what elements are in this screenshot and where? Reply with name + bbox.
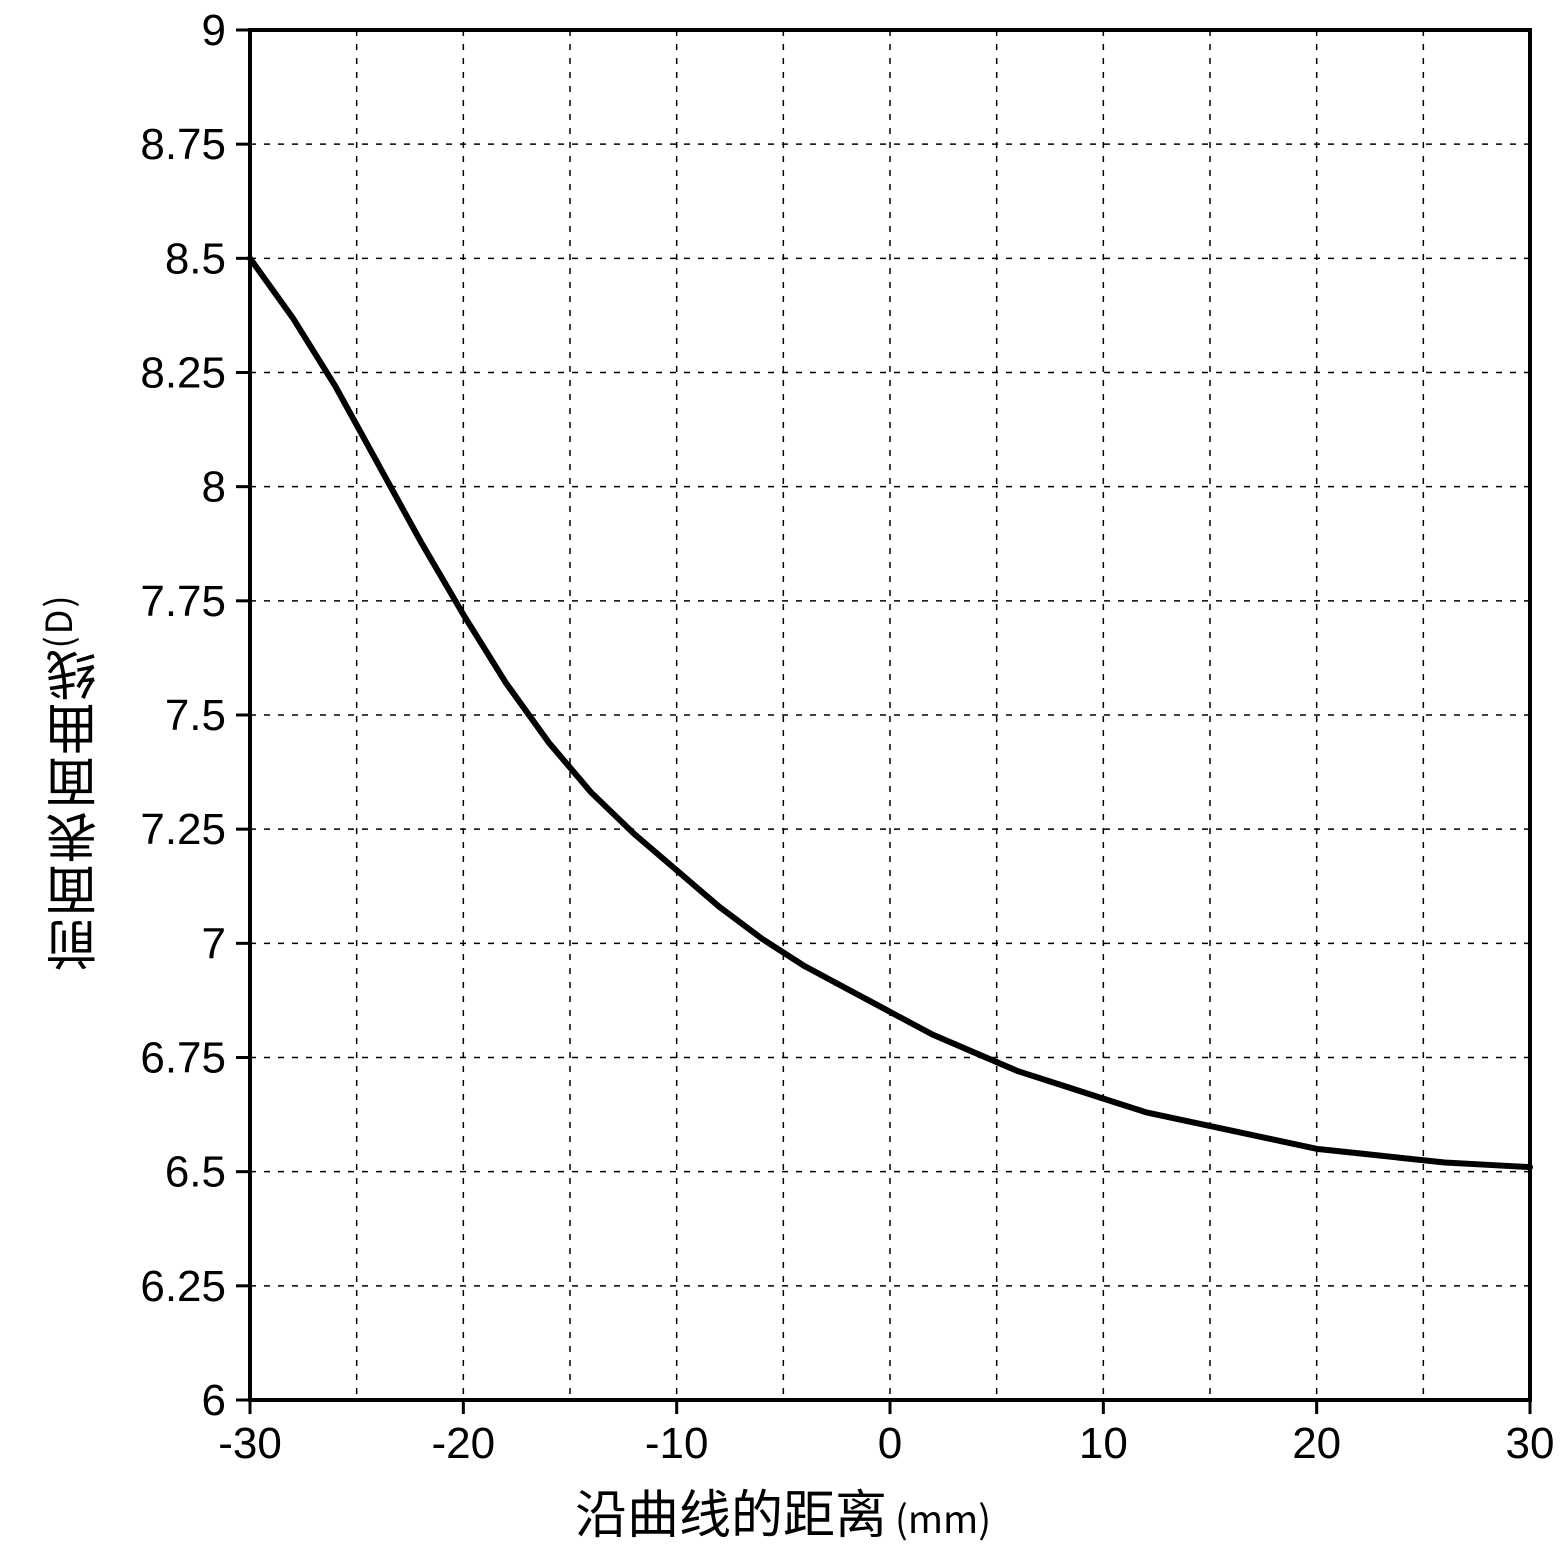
y-tick-label: 9 xyxy=(202,6,226,55)
y-axis-label-text: 前面表面曲线 xyxy=(34,647,109,971)
y-axis-label-unit: (D) xyxy=(32,593,84,648)
y-tick-label: 7.5 xyxy=(165,691,226,740)
y-tick-label: 6.75 xyxy=(140,1034,226,1083)
x-tick-label: -20 xyxy=(432,1419,496,1468)
y-tick-label: 6.5 xyxy=(165,1148,226,1197)
line-chart: -30 -20 -10 0 10 20 30 6 6.25 6.5 6.75 7 7.25 7.5 7.75… xyxy=(0,0,1566,1566)
x-tick-label: 10 xyxy=(1079,1419,1128,1468)
y-tick-label: 8 xyxy=(202,463,226,512)
x-tick-label: -10 xyxy=(645,1419,709,1468)
y-tick-label: 8.75 xyxy=(140,120,226,169)
y-tick-label: 7.75 xyxy=(140,577,226,626)
x-tick-label: 30 xyxy=(1506,1419,1555,1468)
x-axis-label-text: 沿曲线的距离 xyxy=(575,1473,887,1548)
y-tick-label: 6.25 xyxy=(140,1262,226,1311)
x-tick-label: -30 xyxy=(218,1419,282,1468)
y-tick-label: 7 xyxy=(202,919,226,968)
x-axis-label-unit: (mm) xyxy=(895,1489,991,1544)
y-tick-label: 6 xyxy=(202,1376,226,1425)
y-axis-label: 前面表面曲线(D) xyxy=(30,595,109,971)
y-tick-label: 7.25 xyxy=(140,805,226,854)
y-tick-label: 8.5 xyxy=(165,234,226,283)
y-tick-label: 8.25 xyxy=(140,349,226,398)
x-tick-label: 0 xyxy=(878,1419,902,1468)
x-tick-label: 20 xyxy=(1292,1419,1341,1468)
x-axis-label: 沿曲线的距离(mm) xyxy=(575,1473,991,1548)
chart-container: -30 -20 -10 0 10 20 30 6 6.25 6.5 6.75 7 7.25 7.5 7.75… xyxy=(0,0,1566,1566)
